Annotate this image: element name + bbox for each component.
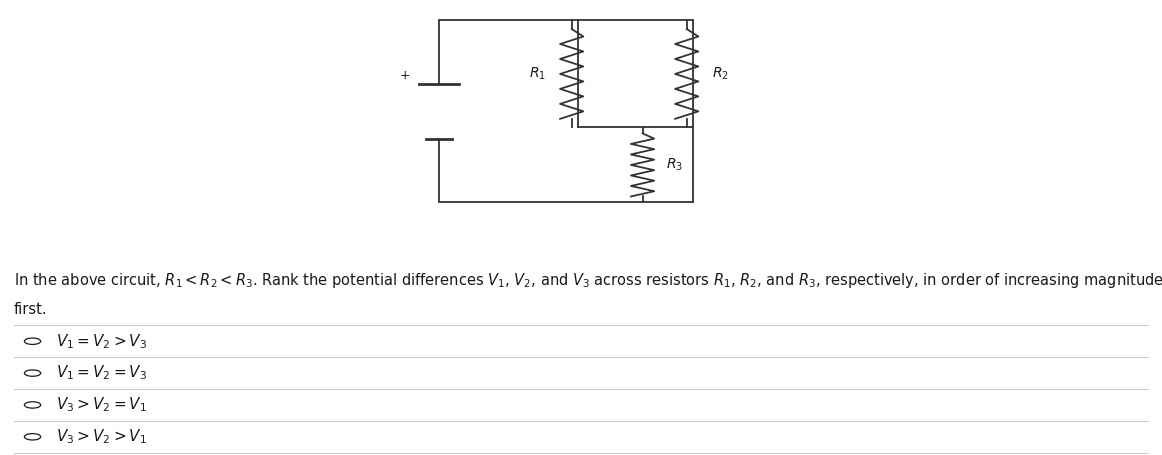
Text: $R_2$: $R_2$ [712,66,730,82]
Text: In the above circuit, $R_1 < R_2 < R_3$. Rank the potential differences $V_1$, $: In the above circuit, $R_1 < R_2 < R_3$.… [14,271,1162,290]
Text: $V_3 > V_2 = V_1$: $V_3 > V_2 = V_1$ [56,395,146,415]
Text: $V_3 > V_2 > V_1$: $V_3 > V_2 > V_1$ [56,427,146,446]
Text: $V_1 = V_2 > V_3$: $V_1 = V_2 > V_3$ [56,332,146,351]
Text: $R_3$: $R_3$ [666,157,683,173]
Text: $V_1 = V_2 = V_3$: $V_1 = V_2 = V_3$ [56,364,146,383]
Text: +: + [400,69,410,82]
Text: $R_1$: $R_1$ [529,66,546,82]
Text: first.: first. [14,302,48,317]
